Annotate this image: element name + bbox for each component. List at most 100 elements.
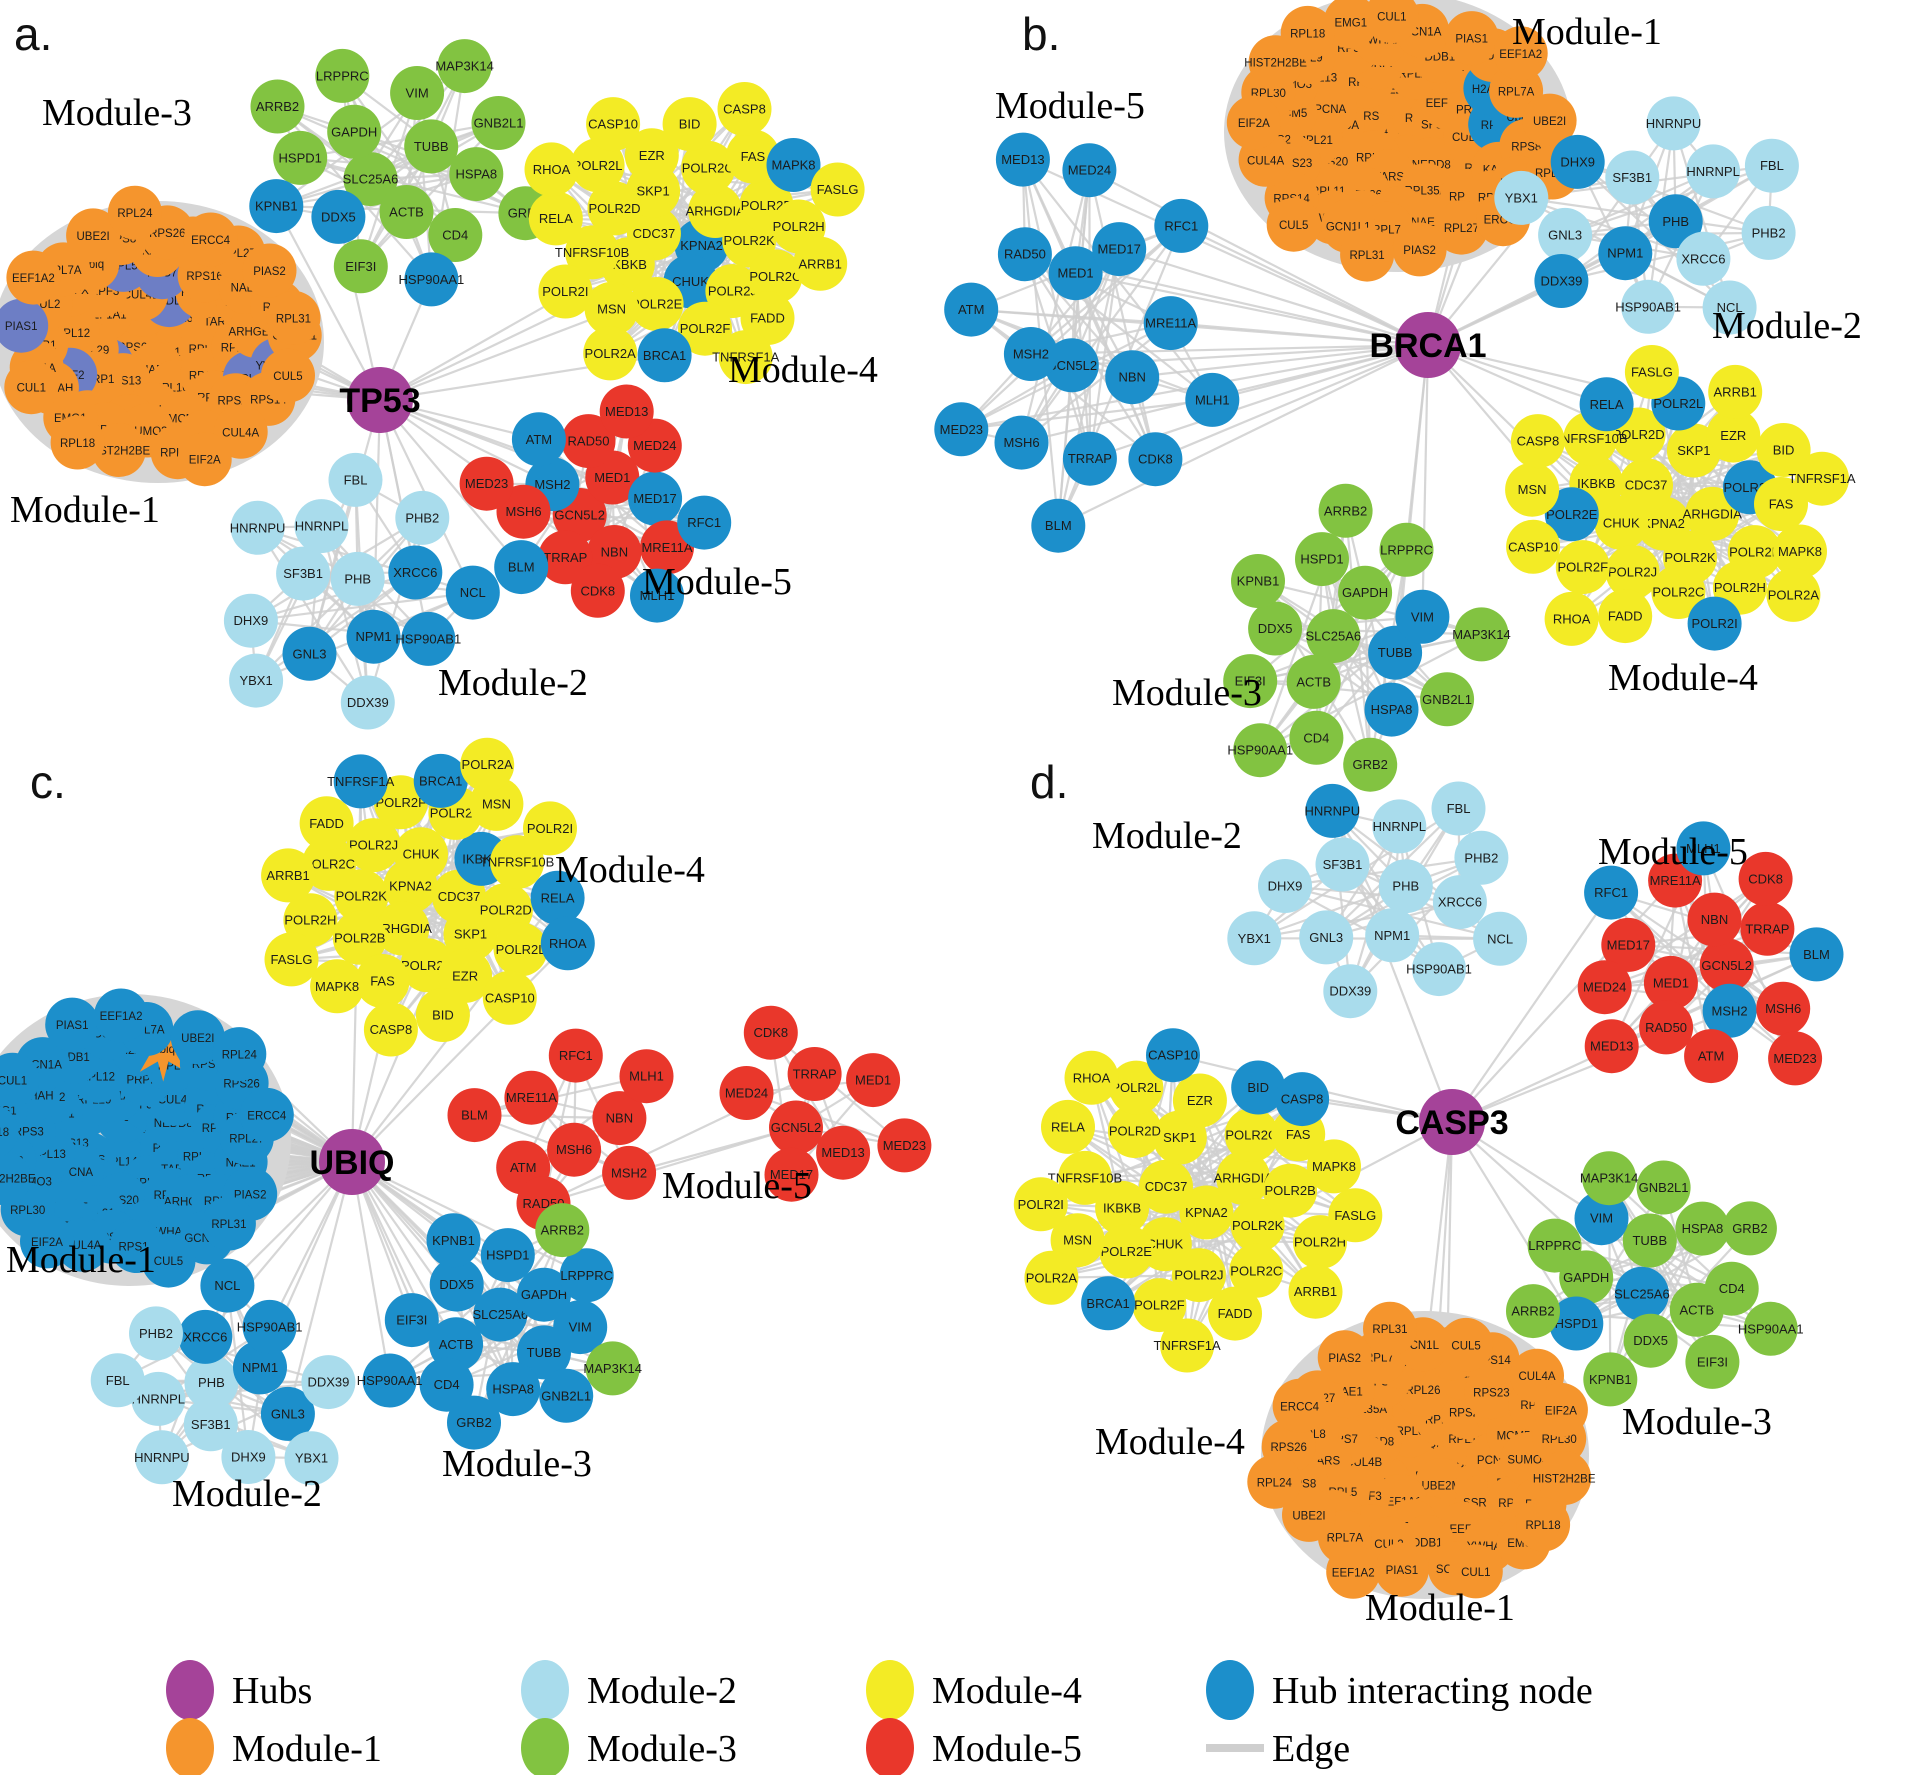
node-ARRB2[interactable] <box>1506 1284 1560 1339</box>
node-MLH1[interactable] <box>1185 372 1240 427</box>
node-SF3B1[interactable] <box>1605 150 1660 205</box>
node-MED13[interactable] <box>599 384 654 439</box>
node-HSPD1[interactable] <box>273 130 328 185</box>
node-TNFRSF10B[interactable] <box>490 835 545 890</box>
node-GCN5L2[interactable] <box>1044 338 1099 393</box>
node-CUL1[interactable] <box>4 360 59 415</box>
node-RPL18[interactable] <box>1280 5 1335 60</box>
node-LRPPRC[interactable] <box>315 48 370 103</box>
node-GNL3[interactable] <box>282 626 337 681</box>
node-POLR2J[interactable] <box>1171 1248 1226 1303</box>
node-UBE2I[interactable] <box>1282 1487 1336 1542</box>
node-MED24[interactable] <box>719 1066 774 1120</box>
node-POLR2E[interactable] <box>1099 1224 1154 1279</box>
node-DDX39[interactable] <box>1534 254 1589 308</box>
node-GNL3[interactable] <box>1299 910 1354 965</box>
node-RAD50[interactable] <box>1639 1000 1694 1055</box>
node-EIF3I[interactable] <box>1223 654 1278 709</box>
node-HSPD1[interactable] <box>480 1228 535 1283</box>
node-DHX9[interactable] <box>1258 859 1312 913</box>
node-MSH2[interactable] <box>1702 983 1757 1038</box>
node-LRPPRC[interactable] <box>559 1248 614 1303</box>
node-HIST2H2BE[interactable] <box>0 1151 32 1206</box>
node-POLR2K[interactable] <box>1230 1198 1285 1253</box>
node-XRCC6[interactable] <box>1432 875 1487 930</box>
node-CUL1[interactable] <box>0 1052 40 1107</box>
node-ARHGDIA[interactable] <box>1685 486 1740 541</box>
node-BLM[interactable] <box>1031 498 1086 553</box>
node-TNFRSF10B[interactable] <box>1058 1150 1112 1205</box>
node-TRRAP[interactable] <box>787 1047 842 1101</box>
node-FBL[interactable] <box>90 1353 145 1408</box>
node-NPM1[interactable] <box>1598 226 1653 281</box>
node-ARRB2[interactable] <box>1318 483 1373 538</box>
node-BRCA1[interactable] <box>637 328 692 383</box>
node-MAP3K14[interactable] <box>1454 607 1509 662</box>
node-POLR2A[interactable] <box>1024 1250 1079 1305</box>
node-FASLG[interactable] <box>264 932 319 987</box>
node-MED13[interactable] <box>1584 1019 1639 1074</box>
node-YBX1[interactable] <box>1494 170 1549 225</box>
node-FASLG[interactable] <box>810 162 865 217</box>
node-HIST2H2BE[interactable] <box>1537 1451 1592 1505</box>
node-PIAS1[interactable] <box>1444 11 1499 66</box>
node-VIM[interactable] <box>1395 589 1450 644</box>
node-CD4[interactable] <box>419 1357 474 1412</box>
node-BRCA1[interactable] <box>1081 1276 1136 1331</box>
node-RELA[interactable] <box>528 191 583 246</box>
node-PHB[interactable] <box>1648 194 1703 249</box>
node-MED23[interactable] <box>877 1118 932 1173</box>
node-POLR2L[interactable] <box>493 922 548 977</box>
node-XRCC6[interactable] <box>178 1309 233 1364</box>
node-GAPDH[interactable] <box>1338 565 1393 620</box>
node-ACTB[interactable] <box>429 1317 484 1372</box>
node-CUL5[interactable] <box>261 348 315 403</box>
node-RAD50[interactable] <box>561 414 616 469</box>
node-EZR[interactable] <box>1172 1073 1227 1128</box>
node-CDK8[interactable] <box>570 563 625 618</box>
node-BID[interactable] <box>415 988 470 1042</box>
node-LRPPRC[interactable] <box>1527 1218 1582 1273</box>
node-RHOA[interactable] <box>524 142 579 197</box>
node-ARRB1[interactable] <box>261 848 316 903</box>
node-RPL24[interactable] <box>212 1027 267 1082</box>
node-NPM1[interactable] <box>1365 908 1420 963</box>
node-FAS[interactable] <box>355 954 410 1008</box>
node-POLR2I[interactable] <box>1687 596 1742 651</box>
node-NPM1[interactable] <box>233 1340 287 1395</box>
node-NCL[interactable] <box>1473 911 1528 966</box>
node-HNRNPU[interactable] <box>230 500 285 555</box>
node-POLR2C[interactable] <box>1651 565 1706 619</box>
node-PHB2[interactable] <box>1454 830 1509 885</box>
node-FBL[interactable] <box>1431 781 1486 836</box>
node-POLR2G[interactable] <box>1224 1108 1279 1162</box>
node-SLC25A6[interactable] <box>473 1287 528 1342</box>
node-NBN[interactable] <box>592 1091 647 1146</box>
node-RPL31[interactable] <box>266 290 321 345</box>
node-EIF3I[interactable] <box>384 1293 439 1348</box>
node-MED1[interactable] <box>1048 246 1103 301</box>
node-BLM[interactable] <box>447 1088 502 1143</box>
node-IKBKB[interactable] <box>1095 1180 1150 1235</box>
node-CUL1[interactable] <box>1448 1544 1503 1599</box>
node-RAD50[interactable] <box>997 227 1052 282</box>
node-MAP3K14[interactable] <box>437 39 492 94</box>
node-ACTB[interactable] <box>1286 654 1341 709</box>
node-NPM1[interactable] <box>346 609 401 664</box>
node-LRPPRC[interactable] <box>1379 522 1434 577</box>
node-GNB2L1[interactable] <box>539 1368 594 1423</box>
node-RHOA[interactable] <box>1544 591 1599 646</box>
node-POLR2D[interactable] <box>587 181 642 236</box>
node-RELA[interactable] <box>1579 377 1634 432</box>
node-GNB2L1[interactable] <box>471 96 526 150</box>
node-DHX9[interactable] <box>1550 134 1605 189</box>
node-ARRB1[interactable] <box>1288 1264 1343 1319</box>
node-BLM[interactable] <box>1789 927 1844 982</box>
node-RPL24[interactable] <box>1247 1454 1302 1509</box>
node-MED13[interactable] <box>816 1125 871 1180</box>
node-HSPA8[interactable] <box>1364 682 1419 737</box>
node-MLH1[interactable] <box>630 568 684 623</box>
node-XRCC6[interactable] <box>388 545 443 600</box>
node-YBX1[interactable] <box>229 653 284 708</box>
node-ATM[interactable] <box>944 282 999 337</box>
